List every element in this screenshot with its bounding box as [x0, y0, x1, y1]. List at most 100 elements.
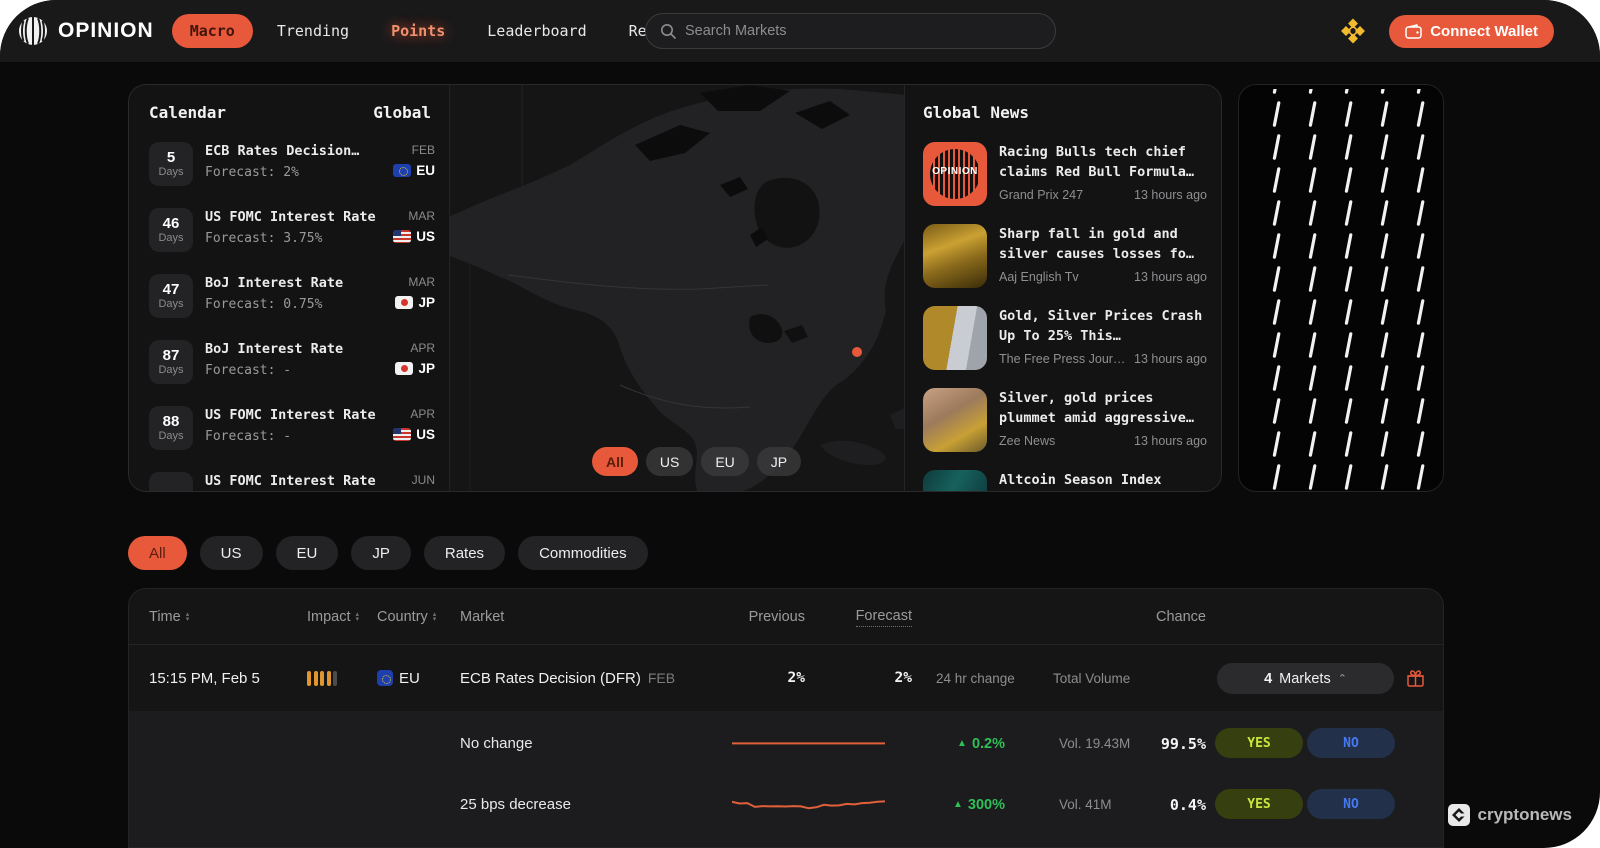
no-button[interactable]: NO [1307, 728, 1395, 758]
brand[interactable]: OPINION [18, 16, 154, 46]
map-filter-all[interactable]: All [592, 447, 638, 476]
col-forecast[interactable]: Forecast [812, 589, 912, 645]
yes-button[interactable]: YES [1215, 728, 1303, 758]
market-row[interactable]: 15:15 PM, Feb 5 EU ECB Rates Decision (D… [129, 645, 1443, 711]
gift-button[interactable] [1406, 645, 1425, 711]
event-forecast: Forecast: - [205, 363, 292, 378]
volume-column-label: Total Volume [1053, 670, 1131, 686]
news-thumbnail-altcoin [923, 470, 987, 491]
country-cell: EU [377, 645, 420, 711]
news-item[interactable]: Silver, gold prices plummet amid aggress… [923, 388, 1207, 454]
search-bar[interactable] [645, 13, 1056, 49]
watermark-text: cryptonews [1477, 805, 1572, 824]
sparkline-chart [732, 741, 885, 744]
chance-value: 0.4% [1169, 795, 1206, 814]
days-count: 87 [162, 346, 180, 364]
calendar-event[interactable]: 88 Days US FOMC Interest Rate Forecast: … [149, 406, 435, 452]
days-count: 5 [166, 148, 176, 166]
nav-item-trending[interactable]: Trending [276, 22, 350, 40]
chevron-up-icon: ⌃ [1337, 673, 1347, 685]
days-badge: 87 Days [149, 340, 193, 384]
days-label: Days [158, 363, 184, 376]
news-time: 13 hours ago [1134, 270, 1207, 284]
event-month: MAR [408, 275, 435, 289]
bnb-chain-icon[interactable] [1339, 17, 1367, 45]
event-title: BoJ Interest Rate [205, 341, 344, 357]
calendar-event[interactable]: 46 Days US FOMC Interest Rate Forecast: … [149, 208, 435, 254]
market-location-dot[interactable] [852, 347, 862, 357]
market-name: ECB Rates Decision (DFR) [460, 669, 641, 687]
nav-item-points[interactable]: Points [391, 22, 446, 40]
volume-value: Vol. 41M [1059, 797, 1112, 812]
calendar-event[interactable]: 5 Days ECB Rates Decision… Forecast: 2% … [149, 142, 435, 188]
news-item[interactable]: Altcoin Season Index [923, 470, 1207, 491]
event-country: JP [418, 295, 435, 310]
market-name-cell[interactable]: ECB Rates Decision (DFR) FEB [460, 645, 675, 711]
sort-icon: ▴ ▾ [432, 611, 437, 623]
news-item[interactable]: Gold, Silver Prices Crash Up To 25% This… [923, 306, 1207, 372]
event-month: APR [410, 407, 435, 421]
event-title: BoJ Interest Rate [205, 275, 344, 291]
event-title: US FOMC Interest Rate [205, 209, 376, 225]
map-filter-us[interactable]: US [645, 447, 694, 476]
col-time[interactable]: Time ▴ ▾ [149, 609, 190, 625]
news-source: Aaj English Tv [999, 270, 1079, 284]
news-headline: Racing Bulls tech chief claims Red Bull … [999, 144, 1195, 180]
event-title: US FOMC Interest Rate [205, 407, 376, 423]
world-map[interactable]: All US EU JP [449, 85, 904, 491]
map-filter-jp[interactable]: JP [756, 447, 802, 476]
days-count: 46 [162, 214, 180, 232]
calendar-event[interactable]: US FOMC Interest Rate JUN [149, 472, 435, 491]
filter-us[interactable]: US [199, 536, 263, 570]
map-region-filters: All US EU JP [592, 447, 802, 476]
filter-commodities[interactable]: Commodities [518, 536, 648, 570]
no-button[interactable]: NO [1307, 789, 1395, 819]
filter-jp[interactable]: JP [351, 536, 411, 570]
event-country: US [416, 427, 435, 442]
yes-button[interactable]: YES [1215, 789, 1303, 819]
connect-wallet-button[interactable]: Connect Wallet [1389, 14, 1554, 48]
event-forecast: Forecast: - [205, 429, 292, 444]
news-time: 13 hours ago [1134, 434, 1207, 448]
filter-all[interactable]: All [128, 536, 187, 570]
col-impact[interactable]: Impact ▴ ▾ [307, 609, 360, 625]
calendar-scope[interactable]: Global [373, 103, 431, 122]
search-input[interactable] [685, 23, 1041, 39]
days-badge: 5 Days [149, 142, 193, 186]
col-country[interactable]: Country ▴ ▾ [377, 609, 437, 625]
calendar-panel: Calendar Global 5 Days ECB Rates Decisio… [129, 85, 449, 491]
impact-indicator [307, 645, 337, 711]
news-headline: Gold, Silver Prices Crash Up To 25% This… [999, 308, 1203, 344]
table-header: Time ▴ ▾ Impact ▴ ▾ Country ▴ ▾ Market Previou… [129, 589, 1443, 645]
nav-item-leaderboard[interactable]: Leaderboard [487, 22, 587, 40]
sub-market-row[interactable]: 25 bps decrease ▲ 300% Vol. 41M 0.4% YES… [129, 774, 1443, 835]
change-value: ▲ 300% [953, 796, 1005, 813]
filter-eu[interactable]: EU [275, 536, 339, 570]
calendar-event[interactable]: 87 Days BoJ Interest Rate Forecast: - AP… [149, 340, 435, 386]
news-item[interactable]: OPINION Racing Bulls tech chief claims R… [923, 142, 1207, 208]
sub-market-row[interactable]: No change ▲ 0.2% Vol. 19.43M 99.5% YES N… [129, 713, 1443, 774]
event-month: MAR [408, 209, 435, 223]
search-icon [661, 24, 676, 39]
us-flag-icon [393, 230, 412, 243]
sort-icon: ▴ ▾ [185, 611, 190, 623]
days-count: 47 [162, 280, 180, 298]
days-count: 88 [162, 412, 180, 430]
nav-item-macro[interactable]: Macro [171, 14, 253, 48]
filter-rates[interactable]: Rates [423, 536, 506, 570]
wallet-icon [1405, 23, 1422, 39]
news-thumbnail-gold-hands [923, 388, 987, 452]
days-badge: 47 Days [149, 274, 193, 318]
news-thumbnail-opinion: OPINION [923, 142, 987, 206]
calendar-event[interactable]: 47 Days BoJ Interest Rate Forecast: 0.75… [149, 274, 435, 320]
market-month: FEB [647, 670, 676, 686]
markets-expand-button[interactable]: 4 Markets ⌃ [1217, 663, 1394, 694]
news-title: Global News [923, 103, 1029, 122]
col-chance: Chance [1156, 609, 1206, 625]
map-filter-eu[interactable]: EU [701, 447, 749, 476]
event-country: EU [416, 163, 435, 178]
news-item[interactable]: Sharp fall in gold and silver causes los… [923, 224, 1207, 290]
event-month: FEB [411, 143, 435, 157]
markets-count: 4 [1264, 670, 1273, 687]
days-badge: 88 Days [149, 406, 193, 450]
